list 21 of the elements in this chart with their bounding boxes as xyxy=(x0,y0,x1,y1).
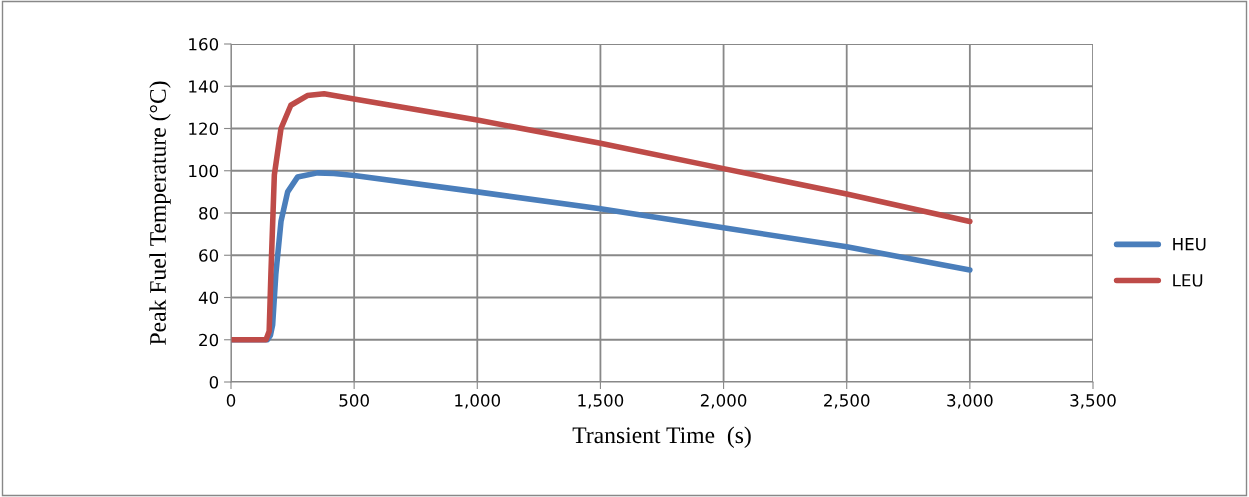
y-axis-title: Peak Fuel Temperature (°C) xyxy=(149,81,171,345)
x-tick-label: 3,000 xyxy=(947,394,993,409)
y-tick-label: 40 xyxy=(198,291,219,305)
x-tick-label: 0 xyxy=(226,394,236,407)
y-tick-label: 80 xyxy=(199,206,219,220)
y-tick-label: 120 xyxy=(189,122,219,136)
x-tick-label: 2,500 xyxy=(824,394,870,409)
x-axis-title: Transient Time (s) xyxy=(572,426,751,449)
x-tick-label: 2,000 xyxy=(700,394,747,409)
x-tick-label: 1,000 xyxy=(455,394,501,409)
x-tick-label: 500 xyxy=(339,394,369,407)
x-tick-label: 3,500 xyxy=(1070,394,1116,409)
y-tick-label: 140 xyxy=(189,80,219,93)
y-tick-label: 0 xyxy=(209,375,219,389)
y-tick-label: 60 xyxy=(199,249,219,262)
y-tick-label: 20 xyxy=(199,333,219,347)
y-tick-label: 100 xyxy=(189,164,219,178)
legend-label: LEU xyxy=(1173,274,1203,287)
legend-label: HEU xyxy=(1173,238,1206,251)
x-tick-label: 1,500 xyxy=(578,394,624,409)
y-tick-label: 160 xyxy=(189,37,219,51)
